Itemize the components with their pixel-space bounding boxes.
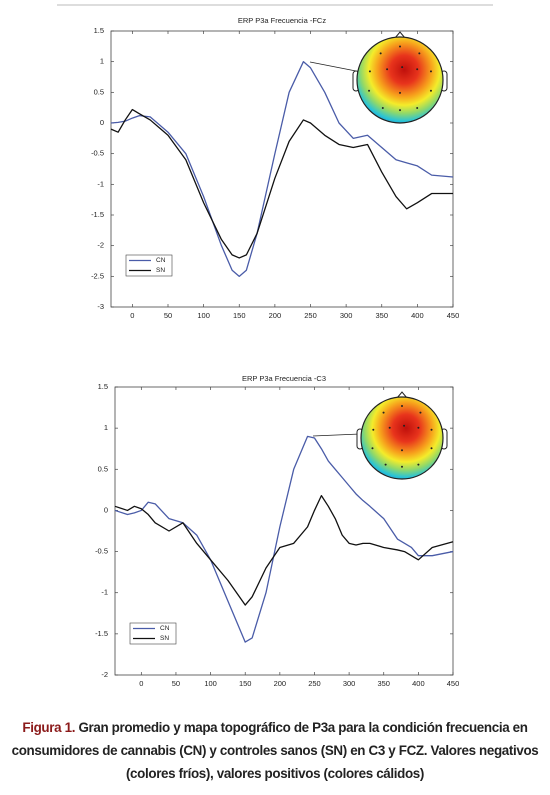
electrode [417, 426, 420, 429]
electrode [416, 68, 419, 71]
annotation-leader [309, 61, 357, 72]
electrode [368, 89, 371, 92]
electrode [399, 91, 401, 94]
y-tick-label: -3 [97, 302, 104, 311]
x-tick-label: 400 [412, 679, 425, 688]
y-tick-label: -0.5 [95, 547, 108, 556]
x-tick-label: 400 [411, 311, 424, 320]
legend-label: CN [160, 625, 170, 632]
x-tick-label: 200 [269, 311, 282, 320]
electrode [368, 70, 371, 73]
y-tick-label: 0 [100, 118, 104, 127]
y-tick-label: -2 [101, 670, 108, 679]
electrode [379, 52, 382, 55]
y-tick-label: 1.5 [98, 382, 108, 391]
x-tick-label: 50 [164, 311, 172, 320]
electrode [371, 447, 374, 450]
topographic-map [360, 396, 444, 480]
x-tick-label: 250 [304, 311, 317, 320]
series-line [114, 494, 454, 606]
y-tick-label: -1.5 [95, 629, 108, 638]
caption-text: Gran promedio y mapa topográfico de P3a … [11, 720, 539, 781]
y-tick-label: 1 [104, 423, 108, 432]
caption-label: Figura 1. [22, 720, 76, 735]
electrode [403, 424, 406, 427]
electrode [401, 66, 404, 69]
electrode [399, 45, 401, 48]
x-tick-label: 350 [375, 311, 388, 320]
electrode [417, 463, 420, 466]
chart-title: ERP P3a Frecuencia -C3 [242, 374, 326, 383]
electrode [372, 428, 375, 431]
electrode [384, 463, 387, 466]
x-tick-label: 0 [130, 311, 134, 320]
y-tick-label: 0.5 [94, 87, 104, 96]
y-tick-label: 1.5 [94, 26, 104, 35]
x-tick-label: 250 [308, 679, 321, 688]
annotation-leader [312, 433, 361, 437]
x-tick-label: 0 [139, 679, 143, 688]
electrode [416, 106, 419, 109]
electrode [419, 411, 422, 414]
legend-label: SN [160, 635, 169, 642]
x-tick-label: 50 [172, 679, 180, 688]
legend-label: CN [156, 257, 166, 264]
legend-label: SN [156, 267, 165, 274]
y-tick-label: -0.5 [91, 149, 104, 158]
electrode [429, 89, 432, 92]
x-tick-label: 300 [340, 311, 353, 320]
y-tick-label: -2.5 [91, 271, 104, 280]
x-tick-label: 300 [343, 679, 356, 688]
chart-title: ERP P3a Frecuencia -FCz [238, 16, 326, 25]
y-tick-label: -1 [101, 588, 108, 597]
electrode [418, 52, 421, 55]
electrode [429, 70, 432, 73]
x-tick-label: 100 [197, 311, 210, 320]
x-tick-label: 150 [239, 679, 252, 688]
x-tick-label: 150 [233, 311, 246, 320]
y-tick-label: 0.5 [98, 464, 108, 473]
x-tick-label: 450 [447, 311, 460, 320]
electrode [386, 68, 389, 71]
figure: ERP P3a Frecuencia -FCz 1.5 1 0.5 0 -0.5 -1 -1.… [57, 4, 493, 688]
electrode [388, 426, 391, 429]
figure-caption: Figura 1. Gran promedio y mapa topográfi… [4, 716, 546, 785]
y-tick-label: -2 [97, 241, 104, 250]
x-tick-label: 100 [204, 679, 217, 688]
electrode [401, 465, 403, 468]
y-tick-label: -1 [97, 179, 104, 188]
electrode [381, 106, 384, 109]
x-tick-label: 450 [447, 679, 460, 688]
x-tick-label: 200 [274, 679, 287, 688]
y-tick-label: 0 [104, 505, 108, 514]
electrode [382, 411, 385, 414]
y-tick-label: 1 [100, 57, 104, 66]
x-tick-label: 350 [377, 679, 390, 688]
electrode [401, 405, 403, 408]
series-line [110, 108, 453, 259]
y-tick-label: -1.5 [91, 210, 104, 219]
electrode [399, 109, 401, 112]
electrode [401, 449, 403, 452]
electrode [430, 428, 433, 431]
topographic-map [356, 36, 444, 124]
series-line [114, 435, 454, 643]
electrode [430, 447, 433, 450]
